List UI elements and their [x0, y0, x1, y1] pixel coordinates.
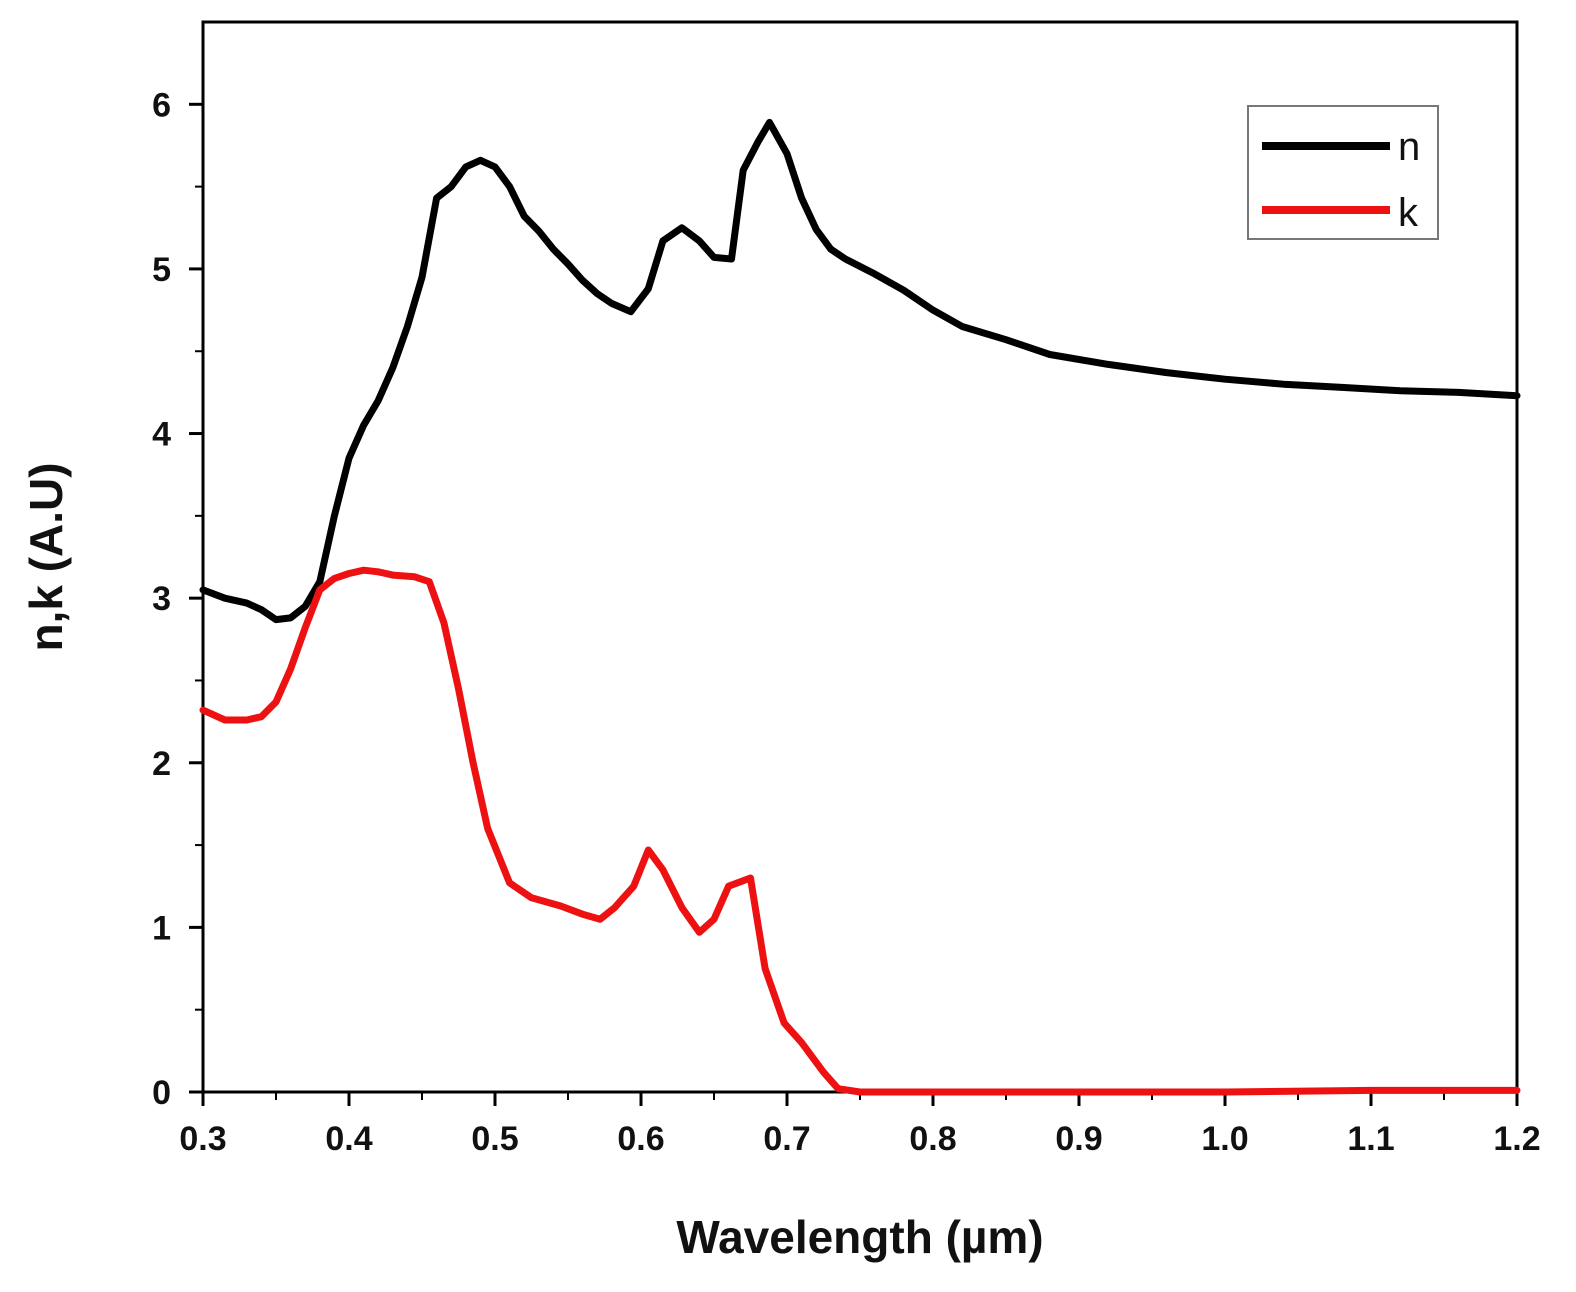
y-tick-label: 1 [152, 909, 171, 947]
x-tick-label: 0.8 [909, 1120, 956, 1158]
series-line-n [199, 118, 1521, 624]
legend: n k [1247, 105, 1439, 240]
y-axis-title: n,k (A.U) [20, 462, 72, 651]
legend-label-k: k [1398, 191, 1419, 235]
y-tick-label: 0 [152, 1074, 171, 1112]
x-tick-label: 1.0 [1201, 1120, 1248, 1158]
x-axis-title: Wavelength (µm) [676, 1211, 1043, 1263]
y-tick-label: 4 [152, 416, 171, 454]
x-tick-label: 1.1 [1347, 1120, 1394, 1158]
x-tick-label: 1.2 [1493, 1120, 1540, 1158]
legend-label-n: n [1398, 125, 1420, 169]
x-tick-label: 0.6 [617, 1120, 664, 1158]
x-tick-label: 0.3 [179, 1120, 226, 1158]
x-tick-label: 0.4 [325, 1120, 372, 1158]
y-tick-label: 6 [152, 86, 171, 124]
y-tick-label: 2 [152, 745, 171, 783]
y-tick-label: 5 [152, 251, 171, 289]
x-tick-label: 0.7 [763, 1120, 810, 1158]
legend-box [1247, 105, 1439, 240]
x-tick-label: 0.9 [1055, 1120, 1102, 1158]
x-tick-label: 0.5 [471, 1120, 518, 1158]
axis-ticks: 0.3 0.4 0.5 0.6 0.7 0.8 0.9 1.0 1.1 1.2 0 1 2 3 4 5 6 [152, 86, 1541, 1158]
series-line-k [199, 566, 1521, 1096]
series-layer [199, 118, 1521, 1096]
y-tick-label: 3 [152, 580, 171, 618]
